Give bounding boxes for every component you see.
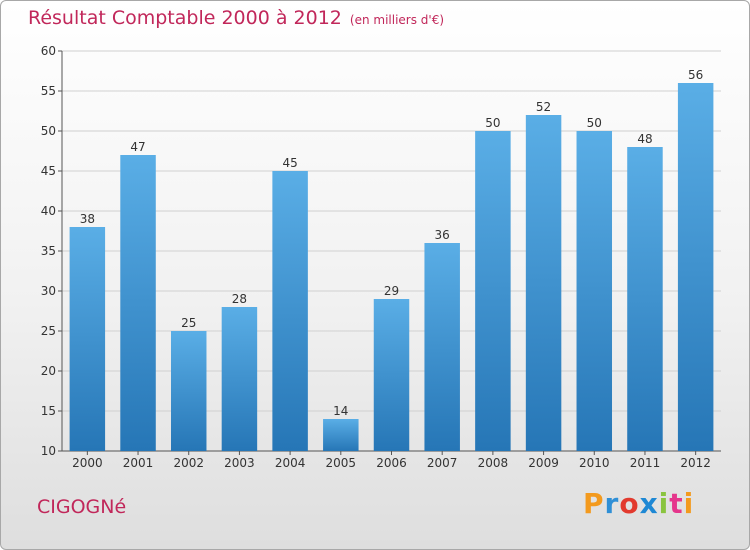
data-label: 25 xyxy=(181,316,196,330)
y-tick-label: 15 xyxy=(41,404,56,418)
chart-title: Résultat Comptable 2000 à 2012 (en millie… xyxy=(28,7,444,29)
x-tick-label: 2002 xyxy=(173,456,204,470)
y-tick-label: 25 xyxy=(41,324,56,338)
y-tick-label: 50 xyxy=(41,124,56,138)
data-label: 14 xyxy=(333,404,348,418)
bar xyxy=(323,419,359,451)
bar xyxy=(627,147,663,451)
y-tick-label: 45 xyxy=(41,164,56,178)
x-tick-label: 2006 xyxy=(376,456,407,470)
data-label: 29 xyxy=(384,284,399,298)
data-label: 50 xyxy=(485,116,500,130)
bar xyxy=(272,171,308,451)
chart-title-text: Résultat Comptable 2000 à 2012 xyxy=(28,7,342,29)
y-tick-label: 35 xyxy=(41,244,56,258)
bars xyxy=(69,83,714,451)
bar xyxy=(373,299,410,451)
y-tick-label: 30 xyxy=(41,284,56,298)
logo-letter: o xyxy=(619,487,640,520)
bar xyxy=(120,155,156,451)
data-label: 28 xyxy=(232,292,247,306)
chart-subtitle: (en milliers d'€) xyxy=(349,13,445,27)
labels: 38 2000 47 2001 25 2002 28 2003 45 2004 14 2005 29 20… xyxy=(72,68,711,470)
x-tick-label: 2007 xyxy=(427,456,458,470)
logo-letter: t xyxy=(669,487,684,520)
data-label: 47 xyxy=(130,140,145,154)
proxiti-logo: Proxiti xyxy=(583,487,694,520)
data-label: 56 xyxy=(688,68,703,82)
bar xyxy=(576,131,613,451)
logo-letter: r xyxy=(604,487,620,520)
x-tick-label: 2009 xyxy=(528,456,559,470)
data-label: 50 xyxy=(587,116,602,130)
logo-letter: i xyxy=(683,487,695,520)
x-tick-label: 2005 xyxy=(326,456,357,470)
bar xyxy=(221,307,258,451)
data-label: 48 xyxy=(637,132,652,146)
commune-name: CIGOGNé xyxy=(37,496,127,518)
y-tick-label: 10 xyxy=(41,444,56,458)
x-tick-label: 2011 xyxy=(630,456,661,470)
bar xyxy=(677,83,714,451)
x-tick-label: 2004 xyxy=(275,456,306,470)
x-tick-label: 2003 xyxy=(224,456,255,470)
logo-letter: x xyxy=(639,487,659,520)
x-tick-label: 2010 xyxy=(579,456,610,470)
bar xyxy=(475,131,511,451)
x-tick-label: 2000 xyxy=(72,456,103,470)
bar xyxy=(170,331,207,451)
bar xyxy=(424,243,460,451)
x-tick-label: 2001 xyxy=(123,456,154,470)
y-tick-label: 40 xyxy=(41,204,56,218)
logo-letter: P xyxy=(583,487,605,520)
y-tick-label: 20 xyxy=(41,364,56,378)
y-tick-label: 55 xyxy=(41,84,56,98)
x-tick-label: 2008 xyxy=(478,456,509,470)
bar xyxy=(69,227,106,451)
bar xyxy=(525,115,562,451)
data-label: 52 xyxy=(536,100,551,114)
logo-letter: i xyxy=(658,487,670,520)
data-label: 45 xyxy=(282,156,297,170)
x-tick-label: 2012 xyxy=(680,456,711,470)
y-tick-label: 60 xyxy=(41,44,56,58)
data-label: 36 xyxy=(435,228,450,242)
data-label: 38 xyxy=(80,212,95,226)
